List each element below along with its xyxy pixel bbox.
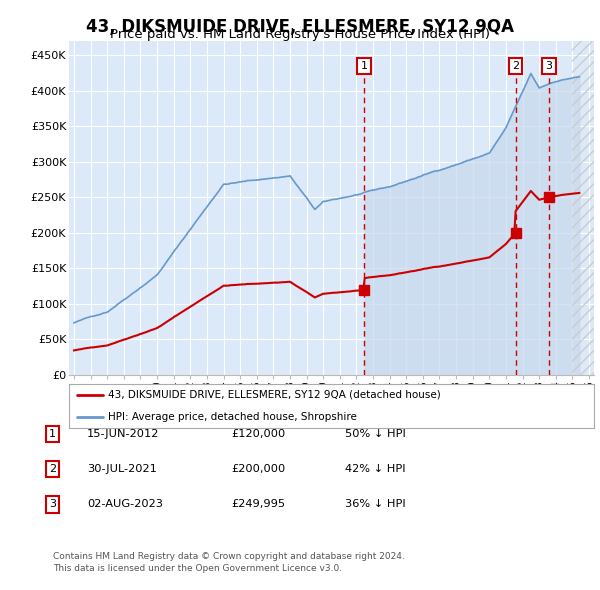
Text: 15-JUN-2012: 15-JUN-2012 [87,429,160,438]
Text: 2: 2 [49,464,56,474]
Text: £249,995: £249,995 [231,500,285,509]
Text: 1: 1 [361,61,367,71]
Bar [572,41,594,375]
Text: 36% ↓ HPI: 36% ↓ HPI [345,500,406,509]
Bar [572,41,594,375]
Text: 50% ↓ HPI: 50% ↓ HPI [345,429,406,438]
Text: 42% ↓ HPI: 42% ↓ HPI [345,464,406,474]
Text: 3: 3 [545,61,553,71]
Text: 2: 2 [512,61,519,71]
Text: £200,000: £200,000 [231,464,285,474]
Text: 43, DIKSMUIDE DRIVE, ELLESMERE, SY12 9QA (detached house): 43, DIKSMUIDE DRIVE, ELLESMERE, SY12 9QA… [109,389,441,399]
Text: 1: 1 [49,429,56,438]
Text: 30-JUL-2021: 30-JUL-2021 [87,464,157,474]
Text: Price paid vs. HM Land Registry's House Price Index (HPI): Price paid vs. HM Land Registry's House … [110,28,490,41]
Text: 3: 3 [49,500,56,509]
Text: Contains HM Land Registry data © Crown copyright and database right 2024.
This d: Contains HM Land Registry data © Crown c… [53,552,404,573]
Text: £120,000: £120,000 [231,429,285,438]
Text: 02-AUG-2023: 02-AUG-2023 [87,500,163,509]
Text: HPI: Average price, detached house, Shropshire: HPI: Average price, detached house, Shro… [109,412,357,422]
Text: 43, DIKSMUIDE DRIVE, ELLESMERE, SY12 9QA: 43, DIKSMUIDE DRIVE, ELLESMERE, SY12 9QA [86,18,514,36]
